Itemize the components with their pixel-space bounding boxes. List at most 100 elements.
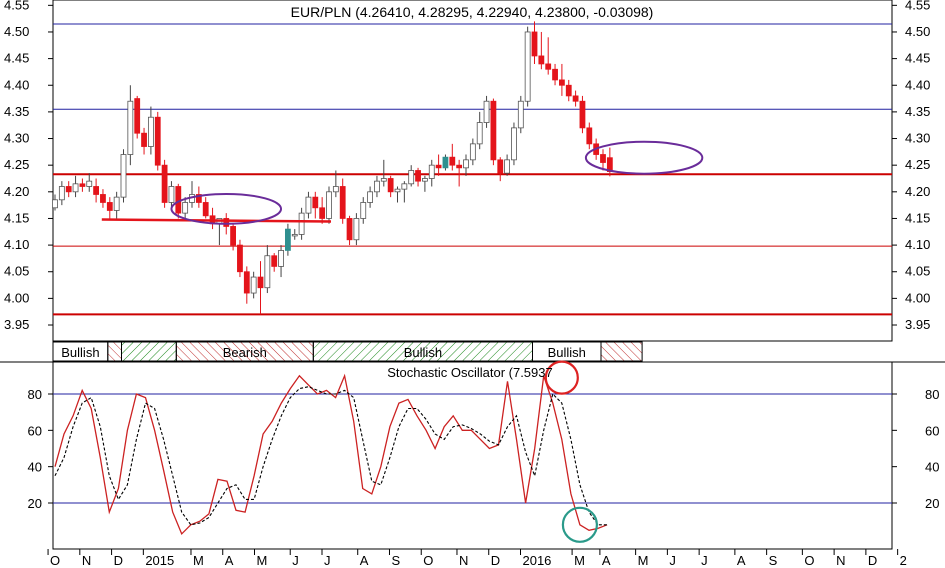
candle-body [504,159,511,174]
stochastic-highlight-circle [544,360,579,395]
band-segment [107,341,123,362]
candle-body [147,116,154,147]
candle-body [545,63,552,70]
candle-body [415,170,421,182]
price-tick-label: 4.00 [4,290,29,305]
price-tick-label: 4.20 [4,184,29,199]
x-tick-label: S [769,553,778,568]
x-tick-label: A [225,553,234,568]
candle-body [552,68,558,81]
band-segment [600,341,643,362]
candle-body [223,218,230,227]
price-tick-label: 4.30 [4,131,29,146]
price-tick-label: 4.35 [4,104,29,119]
candle-body [380,178,387,182]
stochastic-tick-label: 40 [925,460,939,475]
candle-body [360,202,367,219]
price-tick-label: 4.45 [905,51,930,66]
price-tick-label: 4.15 [905,210,930,225]
x-tick-label: O [423,553,433,568]
candle-body [559,79,565,86]
candle-body [278,250,284,267]
x-tick-label: D [491,553,500,568]
price-panel: 4.55 4.50 4.45 4.40 4.35 4.30 4.25 4.20 4.15 4.10… [4,0,930,342]
stochastic-y-ticks-right: 80 60 40 20 [892,387,939,511]
x-tick-label: J [701,553,708,568]
band-label: Bullish [61,345,99,360]
price-tick-label: 4.00 [905,290,930,305]
candle-body [572,95,579,102]
candle-body [449,156,456,166]
x-tick-label: J [292,553,299,568]
sentiment-band: Bullish Bearish Bullish Bullish [52,341,643,362]
x-tick-label: A [360,553,369,568]
candle-body [113,196,120,211]
stochastic-plot-frame [52,361,893,550]
candle-body [353,218,360,241]
price-tick-label: 4.55 [4,0,29,12]
price-tick-label: 4.55 [905,0,930,12]
candle-body [511,127,517,161]
x-tick-label: 2 [900,553,907,568]
candle-body [469,143,476,161]
candle-body [387,178,394,193]
band-label: Bullish [548,345,586,360]
candle-body [394,188,401,193]
candle-body [442,156,449,169]
candle-body [298,212,305,235]
x-tick-label: J [669,553,676,568]
candle-body [134,98,141,134]
candle-body [497,159,504,174]
candle-body [52,199,58,209]
candle-body [600,154,606,163]
price-horizontal-lines [53,23,892,316]
x-tick-label: A [602,553,611,568]
stochastic-panel: 80 60 40 20 80 60 40 20 Stochastic Oscillator … [28,360,939,568]
stochastic-tick-label: 20 [925,496,939,511]
x-tick-label: 2015 [145,553,174,568]
price-tick-label: 4.40 [4,77,29,92]
stochastic-tick-label: 40 [28,460,42,475]
price-tick-label: 4.20 [905,184,930,199]
candle-body [538,55,545,65]
candle-body [565,84,572,97]
candle-body [243,271,250,294]
stochastic-d-line [54,386,608,526]
candle-body [476,122,483,145]
candle-body [524,31,531,102]
candle-body [141,132,147,147]
band-label: Bullish [404,345,442,360]
stochastic-k-line [54,373,608,536]
stochastic-lines [54,373,608,536]
candle-body [332,186,339,193]
candle-body [230,226,237,246]
price-tick-label: 4.25 [4,157,29,172]
price-y-ticks-left: 4.55 4.50 4.45 4.40 4.35 4.30 4.25 4.20 4.15 4.10… [4,0,53,332]
candle-body [579,100,586,129]
price-annotations [101,140,704,225]
candle-body [374,180,380,193]
stochastic-horizontal-lines [53,393,892,504]
x-tick-label: D [114,553,123,568]
candle-body [72,183,79,193]
candle-body [586,127,593,145]
x-tick-label: D [868,553,877,568]
x-tick-label: O [804,553,814,568]
stochastic-y-ticks-left: 80 60 40 20 [28,387,53,511]
candle-body [86,180,93,187]
price-tick-label: 4.30 [905,131,930,146]
price-tick-label: 4.05 [4,264,29,279]
candle-body [237,244,243,273]
candle-body [305,196,312,214]
candlesticks [52,21,613,315]
candle-body [195,194,202,203]
candle-body [168,186,175,203]
candle-body [408,170,415,185]
stochastic-tick-label: 60 [925,423,939,438]
price-tick-label: 4.50 [905,24,930,39]
candle-body [100,194,106,203]
candle-body [271,255,278,267]
candle-body [401,183,408,190]
candle-body [531,31,538,57]
x-tick-label: A [737,553,746,568]
